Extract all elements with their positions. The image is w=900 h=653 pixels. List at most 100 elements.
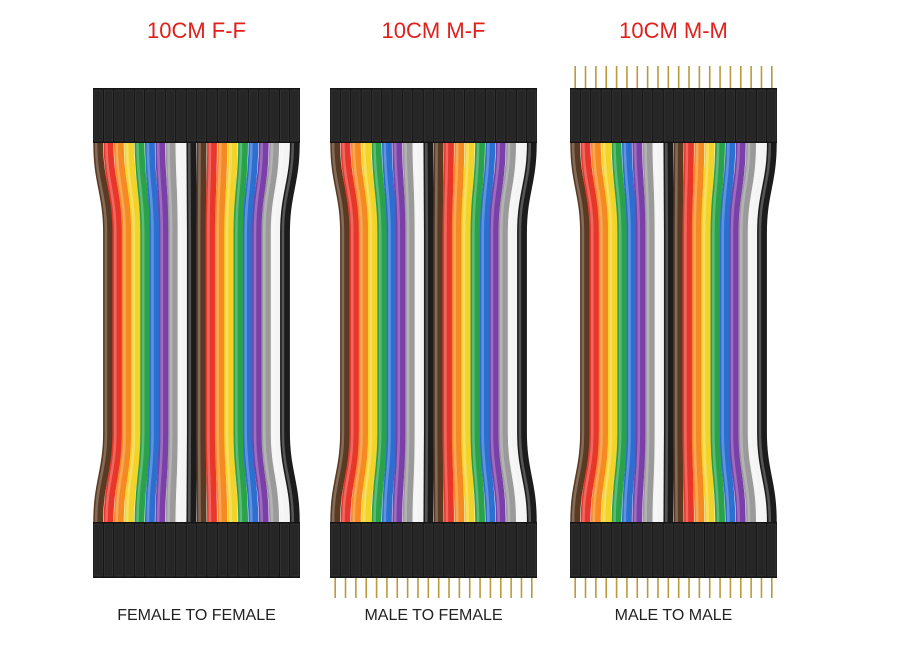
connector-cell <box>485 89 495 142</box>
wire-shine <box>187 142 192 523</box>
connector-cell <box>166 89 176 142</box>
connector-cell <box>248 89 258 142</box>
connector-cell <box>259 89 269 142</box>
wire <box>719 142 736 523</box>
connector-cell <box>767 89 777 142</box>
wire <box>242 142 259 523</box>
connector-cell <box>516 523 526 577</box>
wire <box>371 142 388 523</box>
connector-cell <box>454 89 464 142</box>
wire-shine <box>739 142 751 523</box>
wire <box>570 142 590 523</box>
connector-cell <box>496 523 506 577</box>
wire <box>350 142 369 523</box>
wire-shine <box>156 142 164 523</box>
wire <box>134 142 151 523</box>
cable-bundle: 10CM F-F FEMALE TO FEMALE <box>93 18 300 624</box>
connector-housing <box>330 88 537 143</box>
connector-cell <box>674 523 684 577</box>
wire-shine <box>481 142 490 523</box>
connector-cell <box>166 523 176 577</box>
wire <box>498 142 517 523</box>
connector-cell <box>715 523 725 577</box>
wire <box>663 142 674 523</box>
wire <box>402 142 416 523</box>
wire-shine <box>424 142 429 523</box>
connector-cell <box>527 89 537 142</box>
wire-shine <box>518 142 532 523</box>
wire <box>361 142 378 523</box>
connector-cell <box>591 523 601 577</box>
wire-shine <box>225 142 232 523</box>
connector-cell <box>663 523 673 577</box>
connector-cell <box>465 523 475 577</box>
wire <box>470 142 485 523</box>
wire-shine <box>684 142 689 523</box>
wire-shine <box>472 142 480 523</box>
connector-cell <box>643 89 653 142</box>
connector-cell <box>434 523 444 577</box>
wire <box>165 142 179 523</box>
wire-shine <box>654 142 659 523</box>
panel-caption: FEMALE TO FEMALE <box>117 607 276 624</box>
wire-shine <box>509 142 521 523</box>
connector-cell <box>570 89 580 142</box>
connector-cell <box>186 523 196 577</box>
wire <box>330 142 350 523</box>
connector-cell <box>403 89 413 142</box>
connector-cell <box>269 89 279 142</box>
connector-cell <box>736 89 746 142</box>
wire-shine <box>167 142 173 523</box>
wire <box>738 142 757 523</box>
wire-shine <box>281 142 295 523</box>
wire <box>701 142 715 523</box>
cable-bundle: 10CM M-F MALE TO FEMALE <box>330 18 537 624</box>
connector-cell <box>372 523 382 577</box>
wire <box>205 142 217 523</box>
connector-cell <box>506 89 516 142</box>
connector-cell <box>176 89 186 142</box>
connector-cell <box>653 523 663 577</box>
wire-shine <box>758 142 772 523</box>
wire-shine <box>94 142 108 523</box>
connector-cell <box>104 523 113 577</box>
connector-cell <box>290 523 300 577</box>
wire-shine <box>664 142 669 523</box>
panel-title: 10CM F-F <box>147 18 246 43</box>
connector-cell <box>155 523 165 577</box>
connector-cell <box>632 523 642 577</box>
wire-shine <box>105 142 117 523</box>
connector-cell <box>601 523 611 577</box>
connector-cell <box>145 523 155 577</box>
wire <box>611 142 628 523</box>
connector-cell <box>653 89 663 142</box>
connector-cell <box>506 523 516 577</box>
connector-cell <box>496 89 506 142</box>
wire-shine <box>602 142 613 523</box>
connector-cell <box>351 89 361 142</box>
wire-shine <box>721 142 730 523</box>
wire-shine <box>613 142 622 523</box>
connector-cell <box>207 523 217 577</box>
connector-cell <box>135 523 145 577</box>
connector-cell <box>756 523 766 577</box>
connector-cell <box>341 89 351 142</box>
wire <box>673 142 684 523</box>
connector-cell <box>217 523 227 577</box>
panel-title: 10CM M-F <box>382 18 486 43</box>
wire <box>507 142 527 523</box>
connector-cell <box>114 523 124 577</box>
wire-shine <box>235 142 243 523</box>
wire <box>186 142 197 523</box>
wire <box>413 142 425 523</box>
wire-shine <box>462 142 469 523</box>
connector-cell <box>465 89 475 142</box>
wire-shine <box>177 142 182 523</box>
connector-cell <box>746 523 756 577</box>
connector-cell <box>475 89 485 142</box>
wire <box>653 142 665 523</box>
wire-shine <box>383 142 391 523</box>
wire-shine <box>253 142 263 523</box>
wire <box>261 142 280 523</box>
